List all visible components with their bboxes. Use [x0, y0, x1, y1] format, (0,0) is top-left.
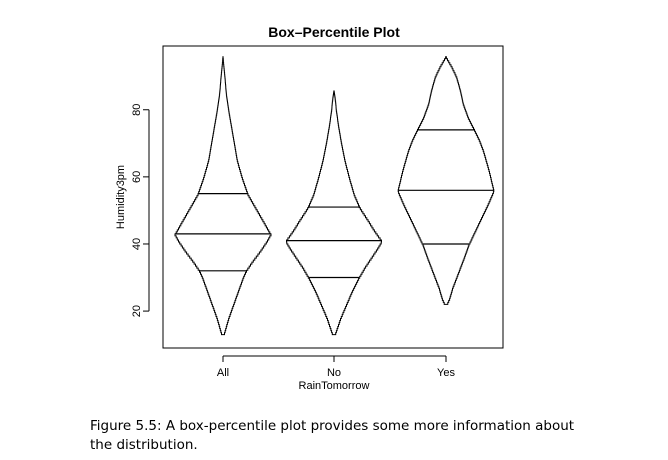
- y-tick-label: 80: [131, 104, 143, 116]
- percentile-shape-yes: [397, 56, 495, 305]
- x-axis: All No Yes: [217, 355, 455, 379]
- figure-caption: Figure 5.5: A box-percentile plot provid…: [90, 418, 575, 453]
- y-tick-label: 60: [131, 171, 143, 183]
- x-axis-label: RainTomorrow: [299, 380, 370, 392]
- y-axis: 20 40 60 80: [131, 104, 150, 317]
- x-tick-label: All: [217, 367, 229, 379]
- y-tick-label: 40: [131, 238, 143, 250]
- plot-frame: [162, 45, 504, 349]
- y-tick-label: 20: [131, 305, 143, 317]
- percentile-shape-no: [286, 90, 382, 336]
- x-tick-label: Yes: [437, 367, 455, 379]
- y-axis-label: Humidity3pm: [115, 165, 127, 229]
- x-tick-label: No: [327, 367, 341, 379]
- percentile-shape-all: [174, 56, 272, 336]
- box-percentile-shapes: [174, 56, 495, 336]
- chart-title: Box–Percentile Plot: [268, 24, 400, 40]
